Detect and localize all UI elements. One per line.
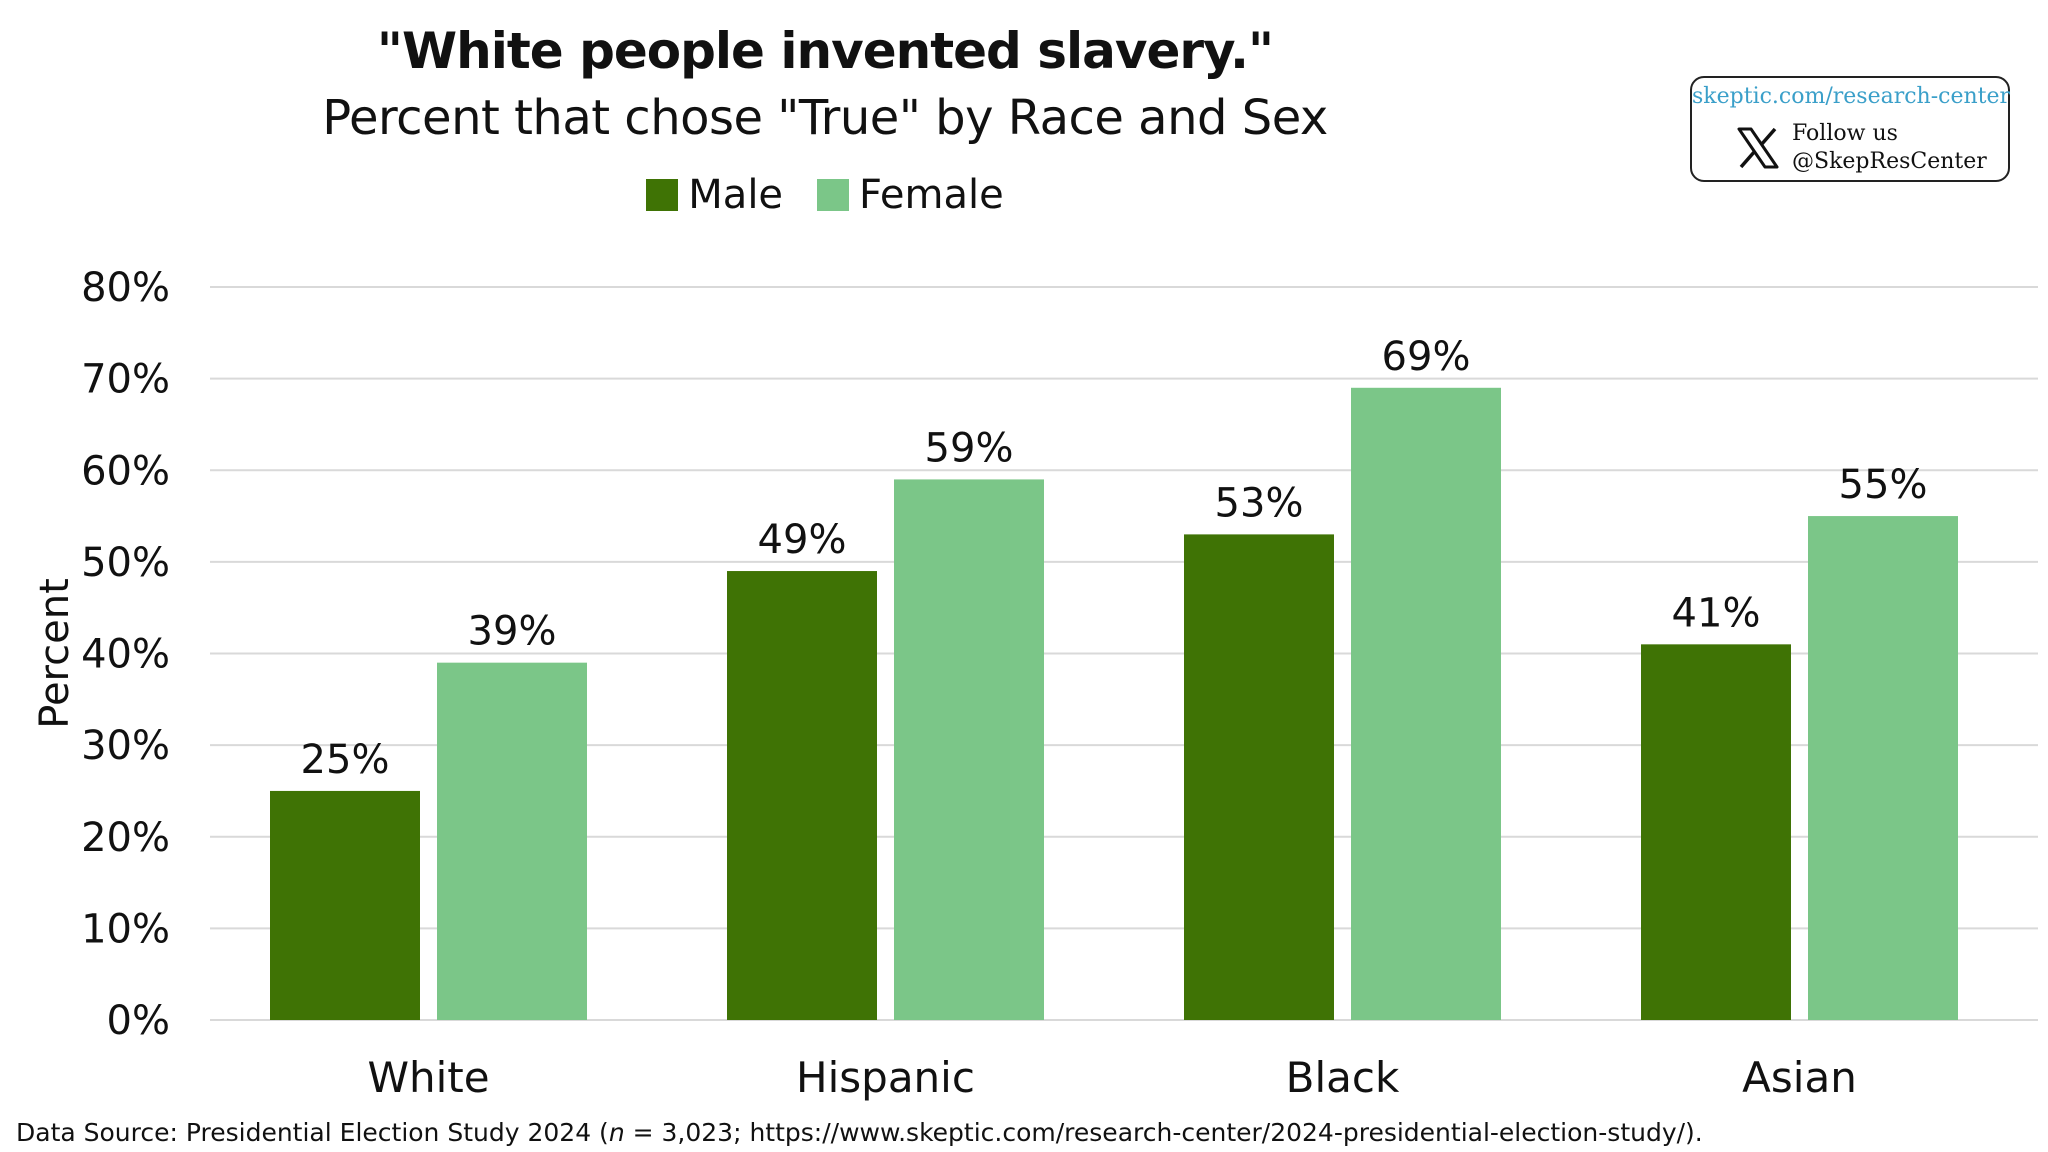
handle-line[interactable]: @SkepResCenter bbox=[1792, 149, 1987, 174]
y-tick-label: 0% bbox=[107, 998, 170, 1044]
y-tick-label: 10% bbox=[81, 906, 170, 952]
x-tick-label: Asian bbox=[1742, 1053, 1857, 1102]
x-tick-label: White bbox=[367, 1053, 489, 1102]
bar-female-black bbox=[1351, 387, 1501, 1021]
chart-legend: Male Female bbox=[0, 172, 1650, 218]
bar-male-asian bbox=[1641, 644, 1791, 1020]
chart-subtitle: Percent that chose "True" by Race and Se… bbox=[322, 90, 1328, 146]
bar-female-asian bbox=[1808, 516, 1958, 1020]
source-prefix: Data Source: Presidential Election Study… bbox=[16, 1118, 609, 1147]
chart-title: "White people invented slavery." bbox=[376, 22, 1274, 80]
y-tick-label: 40% bbox=[81, 632, 170, 678]
legend-swatch-male bbox=[646, 179, 679, 211]
data-label: 59% bbox=[925, 425, 1014, 471]
legend-item-male: Male bbox=[646, 172, 783, 218]
follow-line: Follow us bbox=[1792, 121, 1898, 146]
y-tick-label: 80% bbox=[81, 265, 170, 311]
legend-item-female: Female bbox=[817, 172, 1004, 218]
x-tick-label: Black bbox=[1286, 1053, 1400, 1102]
y-tick-label: 70% bbox=[81, 357, 170, 403]
legend-swatch-female bbox=[817, 179, 850, 211]
data-label: 53% bbox=[1215, 480, 1304, 526]
bar-male-white bbox=[270, 790, 420, 1020]
y-tick-label: 60% bbox=[81, 448, 170, 494]
legend-label-male: Male bbox=[688, 172, 784, 218]
data-label: 55% bbox=[1839, 462, 1928, 508]
data-source-note: Data Source: Presidential Election Study… bbox=[16, 1118, 1703, 1147]
y-tick-label: 30% bbox=[81, 723, 170, 769]
data-label: 41% bbox=[1672, 590, 1761, 636]
y-tick-label: 20% bbox=[81, 815, 170, 861]
social-badge[interactable]: skeptic.com/research-center Follow us @S… bbox=[1690, 76, 2010, 182]
bar-female-white bbox=[437, 662, 587, 1020]
source-n-symbol: n bbox=[608, 1118, 625, 1147]
bar-male-hispanic bbox=[727, 571, 877, 1020]
data-label: 25% bbox=[301, 737, 390, 783]
data-label: 49% bbox=[758, 517, 847, 563]
follow-text: Follow us @SkepResCenter bbox=[1792, 120, 1987, 176]
source-suffix: = 3,023; https://www.skeptic.com/researc… bbox=[624, 1118, 1703, 1147]
x-logo-icon bbox=[1737, 127, 1779, 169]
y-axis-label: Percent bbox=[32, 578, 78, 729]
legend-label-female: Female bbox=[859, 172, 1004, 218]
data-label: 69% bbox=[1382, 334, 1471, 380]
data-label: 39% bbox=[468, 609, 557, 655]
y-tick-label: 50% bbox=[81, 540, 170, 586]
x-tick-label: Hispanic bbox=[796, 1053, 975, 1102]
research-center-link[interactable]: skeptic.com/research-center bbox=[1692, 84, 2011, 109]
bar-male-black bbox=[1184, 534, 1334, 1020]
bar-female-hispanic bbox=[894, 479, 1044, 1021]
